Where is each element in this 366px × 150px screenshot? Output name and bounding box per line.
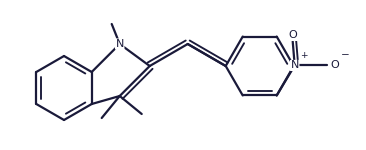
Text: O: O xyxy=(331,60,339,70)
Text: N: N xyxy=(116,39,124,49)
Text: −: − xyxy=(341,50,350,60)
Text: N: N xyxy=(291,60,299,70)
Text: +: + xyxy=(300,51,307,60)
Text: O: O xyxy=(288,30,297,40)
